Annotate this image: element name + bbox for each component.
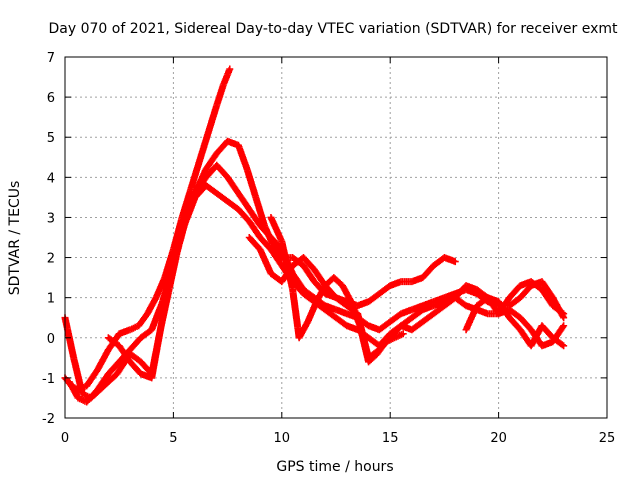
series-trace [268,215,405,365]
series-track-6 [267,213,407,366]
series-track-7 [462,294,568,350]
x-axis-label: GPS time / hours [276,459,393,475]
y-tick-label: 1 [47,292,55,307]
x-tick-label: 25 [599,431,616,446]
y-tick-label: 7 [47,51,55,66]
x-tick-label: 0 [61,431,69,446]
series-trace [463,294,566,349]
x-tick-label: 15 [382,431,399,446]
series-track-5 [245,234,568,362]
y-tick-label: 4 [47,171,55,186]
x-tick-label: 20 [490,431,507,446]
series-trace [62,67,233,393]
y-tick-label: 2 [47,252,55,267]
y-tick-label: -1 [42,372,55,387]
chart-title: Day 070 of 2021, Sidereal Day-to-day VTE… [49,21,619,37]
y-tick-label: 3 [47,211,55,226]
series-track-1 [61,65,234,394]
x-tick-label: 10 [274,431,291,446]
ticks: 0 5 10 15 20 25 -2 -1 0 1 2 3 4 5 6 7 [42,51,615,446]
y-tick-label: 6 [47,91,55,106]
y-tick-label: 0 [47,332,55,347]
x-tick-label: 5 [169,431,177,446]
plot-frame [64,56,608,419]
y-tick-label: -2 [42,412,55,427]
data-points [61,65,568,406]
y-axis-label: SDTVAR / TECUs [7,181,23,296]
y-tick-label: 5 [47,131,55,146]
